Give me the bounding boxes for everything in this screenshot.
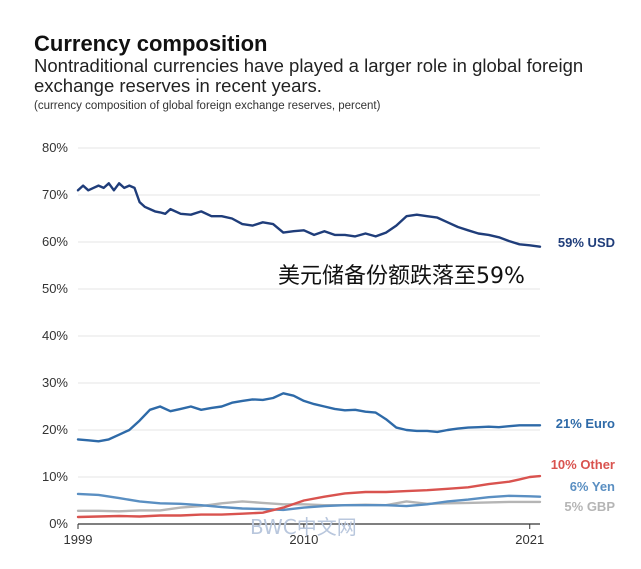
chart-axes: 0% 10% 20% 30% 40% 50% 60% 70% 80% 1999 2010 2021 [42, 140, 544, 547]
series-label-euro: 21% Euro [556, 416, 615, 431]
watermark: BWC中文网 [250, 515, 357, 539]
series-line-euro [76, 392, 542, 443]
chart-title: Currency composition [34, 31, 268, 56]
y-tick-label: 60% [42, 234, 68, 249]
chart-subtitle: Nontraditional currencies have played a … [34, 55, 584, 96]
series-label-other: 10% Other [551, 457, 615, 472]
y-tick-label: 50% [42, 281, 68, 296]
series-line-usd [76, 182, 542, 248]
y-tick-label: 30% [42, 375, 68, 390]
y-tick-label: 0% [49, 516, 68, 531]
y-tick-label: 70% [42, 187, 68, 202]
chart-series [76, 182, 542, 519]
y-tick-label: 40% [42, 328, 68, 343]
y-tick-label: 20% [42, 422, 68, 437]
overlay-caption: 美元储备份额跌落至59% [278, 264, 525, 289]
series-labels: 59% USD 21% Euro 10% Other 6% Yen 5% GBP [551, 235, 616, 514]
series-label-gbp: 5% GBP [564, 499, 615, 514]
y-tick-label: 10% [42, 469, 68, 484]
x-tick-label: 2021 [515, 532, 544, 547]
y-tick-label: 80% [42, 140, 68, 155]
x-tick-label: 2010 [289, 532, 318, 547]
chart-note: (currency composition of global foreign … [34, 100, 381, 112]
series-label-usd: 59% USD [558, 235, 615, 250]
series-label-yen: 6% Yen [570, 479, 615, 494]
series-line-yen [76, 492, 542, 512]
series-line-gbp [76, 500, 542, 513]
x-tick-label: 1999 [64, 532, 93, 547]
series-line-other [76, 474, 542, 519]
